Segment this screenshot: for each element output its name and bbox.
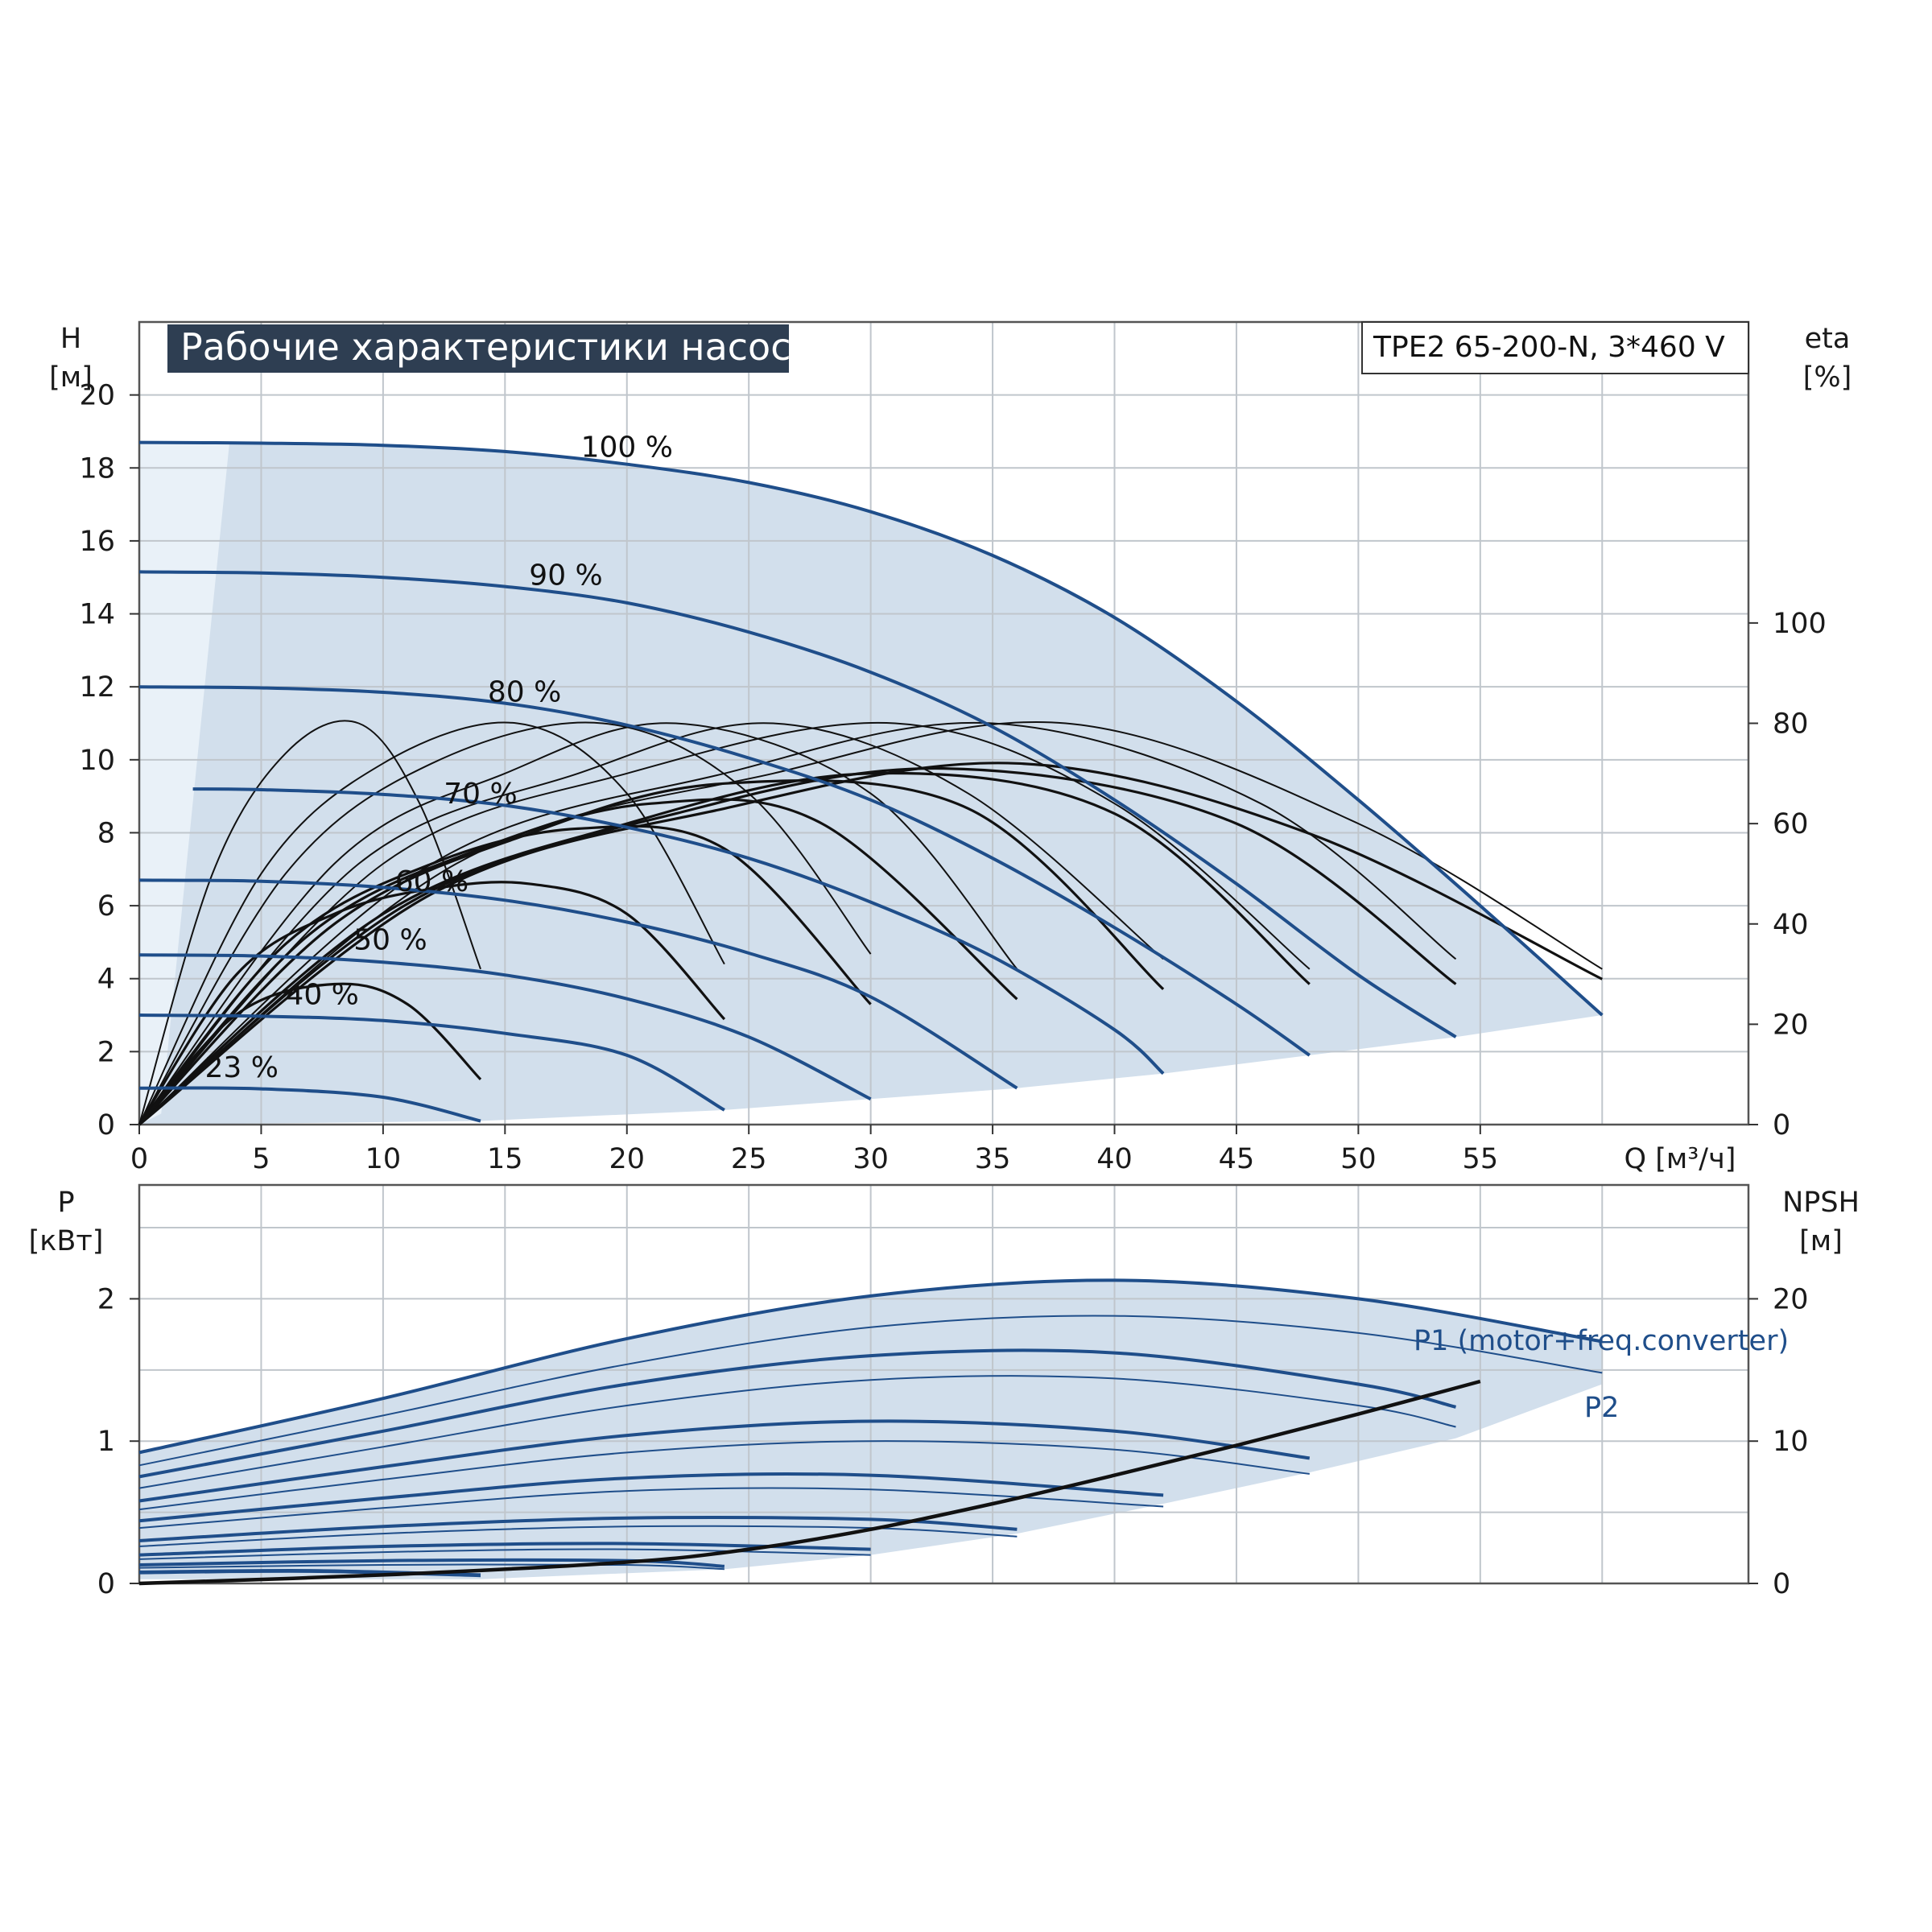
y-axis-title-top: H (60, 323, 81, 355)
y2-tick-label: 0 (1773, 1109, 1790, 1141)
y2-axis-title-bottom: NPSH (1782, 1187, 1860, 1219)
y2-tick-label: 20 (1773, 1283, 1809, 1315)
y-tick-label: 6 (97, 890, 115, 923)
p2-curve (138, 1548, 871, 1560)
head-curve (138, 878, 1018, 1090)
head-curve (138, 440, 1604, 1017)
speed-label: 40 % (285, 978, 358, 1011)
p2-curve (138, 1375, 1456, 1489)
speed-label: 50 % (353, 923, 427, 956)
y2-tick-label: 0 (1773, 1568, 1790, 1600)
y2-tick-label: 100 (1773, 608, 1827, 640)
y-tick-label: 12 (79, 671, 115, 704)
chart-title: Рабочие характеристики насоса (180, 325, 814, 369)
p2-curve (138, 1440, 1310, 1511)
y-tick-label: 8 (97, 817, 115, 849)
x-tick-label: 40 (1096, 1143, 1133, 1175)
y2-axis-unit-top: [%] (1803, 361, 1852, 394)
x-axis-title: Q [м³/ч] (1624, 1143, 1736, 1175)
head-curve (138, 953, 872, 1101)
speed-label: 70 % (444, 778, 517, 811)
p1-series-label: P1 (motor+freq.converter) (1414, 1325, 1789, 1357)
y2-tick-label: 60 (1773, 808, 1809, 840)
p1-curve (138, 1472, 1164, 1523)
speed-label: 80 % (488, 675, 561, 708)
p1-curve (138, 1515, 1018, 1542)
y-tick-label: 10 (79, 745, 115, 777)
y-tick-label: 0 (97, 1109, 115, 1141)
chart-title-background (167, 324, 789, 373)
x-tick-label: 20 (609, 1143, 645, 1175)
y2-tick-label: 40 (1773, 909, 1809, 941)
y-tick-label: 14 (79, 599, 115, 631)
p2-curve (138, 1525, 1018, 1547)
y-tick-label: 18 (79, 452, 115, 485)
x-tick-label: 15 (487, 1143, 523, 1175)
efficiency-curve (138, 771, 1311, 1126)
x-tick-label: 5 (252, 1143, 270, 1175)
x-tick-label: 35 (975, 1143, 1011, 1175)
y2-tick-label: 80 (1773, 708, 1809, 741)
head-efficiency-plot: 100 % 90 % 80 % 70 % 60 % 50 % 40 % 23 % 0 2 4 6 8 10… (79, 320, 1827, 1175)
efficiency-curve (138, 721, 1457, 1125)
npsh-curve (138, 1379, 1481, 1586)
p1-curve (138, 1558, 725, 1568)
y-tick-label: 2 (97, 1283, 115, 1315)
y2-axis-unit-bottom: [м] (1799, 1225, 1843, 1257)
speed-label: 60 % (395, 865, 469, 898)
head-curve (138, 1086, 481, 1123)
x-tick-label: 50 (1340, 1143, 1377, 1175)
x-tick-label: 45 (1219, 1143, 1255, 1175)
x-tick-label: 55 (1463, 1143, 1499, 1175)
head-curve (138, 1013, 725, 1112)
model-box (1361, 321, 1749, 374)
y2-tick-label: 10 (1773, 1426, 1809, 1458)
efficiency-curve (138, 720, 481, 1125)
y-tick-label: 4 (97, 964, 115, 996)
efficiency-curve (138, 721, 725, 1125)
p2-curve (138, 1315, 1603, 1467)
p2-series-label: P2 (1584, 1392, 1619, 1424)
head-curve (138, 685, 1311, 1057)
p1-curve (138, 1278, 1603, 1455)
efficiency-curve (138, 762, 1604, 1126)
y-axis-unit-top: [м] (49, 361, 93, 394)
speed-label: 23 % (204, 1051, 278, 1084)
p2-curve (138, 1487, 1164, 1530)
model-label: TPE2 65-200-N, 3*460 V (1373, 331, 1725, 364)
p1-curve (138, 1419, 1311, 1503)
p1-curve (138, 1348, 1456, 1479)
y-tick-label: 20 (79, 380, 115, 412)
x-tick-label: 10 (365, 1143, 402, 1175)
efficiency-curve (138, 722, 1164, 1125)
y-tick-label: 16 (79, 526, 115, 558)
head-curve (138, 570, 1457, 1038)
speed-label: 90 % (529, 559, 602, 592)
y-axis-unit-bottom: [кВт] (29, 1225, 104, 1257)
y-tick-label: 2 (97, 1036, 115, 1068)
y-tick-label: 1 (97, 1426, 115, 1458)
speed-label: 100 % (581, 431, 673, 464)
x-tick-label: 25 (731, 1143, 767, 1175)
labels-layer: Рабочие характеристики насоса TPE2 65-20… (29, 321, 1860, 1424)
p2-curve (138, 1563, 724, 1571)
efficiency-curve (138, 721, 872, 1125)
y2-axis-title-top: eta (1805, 323, 1851, 355)
bottom-plot-frame (138, 1183, 1750, 1585)
y2-tick-label: 20 (1773, 1009, 1809, 1041)
x-tick-label: 30 (852, 1143, 889, 1175)
efficiency-curve (138, 766, 1457, 1126)
x-tick-label: 0 (130, 1143, 148, 1175)
head-curve (192, 787, 1165, 1075)
y-tick-label: 0 (97, 1568, 115, 1600)
y-axis-title-bottom: P (57, 1187, 74, 1219)
